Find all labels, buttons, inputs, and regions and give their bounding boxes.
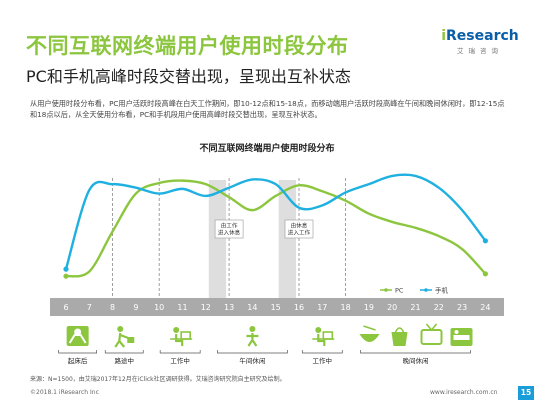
annotation-0-line-0: 由工作: [221, 222, 238, 230]
x-tick-12: 12: [201, 303, 211, 312]
page-subtitle: PC和手机高峰时段交替出现，呈现出互补状态: [26, 67, 351, 86]
legend-dot-0: [384, 288, 388, 292]
logo-name: Research: [446, 28, 519, 44]
x-tick-8: 8: [110, 303, 115, 312]
chart-title: 不同互联网终端用户使用时段分布: [199, 144, 335, 154]
activity-label-5: 晚间休闲: [403, 356, 429, 365]
activity-label-1: 路途中: [115, 356, 135, 365]
page-number: 15: [518, 386, 534, 400]
page-title: 不同互联网终端用户使用时段分布: [26, 34, 349, 58]
transition-band-noon: [208, 180, 227, 298]
activity-bracket-0: [58, 350, 97, 354]
x-tick-22: 22: [434, 303, 444, 312]
series-0-point-18: [482, 271, 488, 277]
x-tick-17: 17: [317, 303, 327, 312]
activity-bracket-1: [104, 350, 144, 354]
activity-label-2: 工作中: [170, 356, 190, 365]
transition-band-afternoon: [278, 180, 296, 298]
wake-up-icon: [66, 326, 89, 346]
annotation-1-line-0: 由休息: [291, 222, 308, 230]
activity-label-3: 午间休闲: [239, 356, 265, 365]
annotation-box-0: [214, 219, 244, 239]
iresearch-logo: iResearch 艾瑞咨询: [440, 28, 520, 55]
series-line-0: [65, 179, 487, 278]
x-tick-19: 19: [364, 303, 374, 312]
x-tick-21: 21: [410, 303, 420, 312]
legend-dot-1: [424, 288, 428, 292]
x-tick-18: 18: [341, 303, 351, 312]
annotation-1-line-1: 进入工作: [288, 229, 311, 237]
series-line-1: [64, 173, 487, 270]
x-tick-15: 15: [271, 303, 281, 312]
legend-label-0: PC: [395, 286, 404, 294]
evening-leisure-icon: [359, 323, 473, 346]
x-tick-14: 14: [247, 303, 257, 312]
copyright: ©2018.1 iResearch Inc: [30, 389, 99, 396]
x-tick-24: 24: [480, 303, 490, 312]
x-axis-band: [50, 298, 504, 316]
office-work-icon: [312, 327, 335, 346]
office-work-icon: [170, 327, 193, 346]
activity-label-4: 工作中: [313, 356, 333, 365]
x-tick-20: 20: [387, 303, 397, 312]
x-tick-10: 10: [154, 303, 164, 312]
activity-label-0: 起床后: [68, 356, 88, 365]
annotation-box-1: [284, 219, 314, 239]
activity-bracket-5: [360, 350, 471, 354]
x-tick-6: 6: [63, 303, 68, 312]
activity-bracket-4: [301, 350, 343, 354]
x-tick-11: 11: [177, 303, 187, 312]
commute-icon: [114, 326, 135, 348]
legend-label-1: 手机: [435, 285, 449, 294]
x-tick-23: 23: [457, 303, 467, 312]
website: www.iresearch.com.cn: [430, 389, 498, 396]
series-0-point-0: [63, 273, 69, 279]
x-tick-9: 9: [133, 303, 138, 312]
activity-bracket-2: [159, 350, 201, 354]
logo-subtext: 艾瑞咨询: [457, 47, 503, 55]
x-tick-7: 7: [87, 303, 92, 312]
source-note: 来源：N=1500，由艾瑞2017年12月在iClick社区调研获得。艾瑞咨询研…: [30, 376, 286, 383]
logo-prefix: i: [441, 28, 447, 44]
description-paragraph: 从用户使用时段分布看，PC用户活跃时段高峰在白天工作期间，即10-12点和15-…: [30, 99, 505, 119]
activity-bracket-3: [217, 350, 288, 354]
annotation-0-line-1: 进入休息: [218, 229, 241, 237]
series-1-point-0: [63, 266, 69, 272]
x-tick-13: 13: [224, 303, 234, 312]
x-tick-16: 16: [294, 303, 304, 312]
lunch-break-icon: [246, 326, 259, 347]
series-1-point-18: [482, 238, 488, 244]
